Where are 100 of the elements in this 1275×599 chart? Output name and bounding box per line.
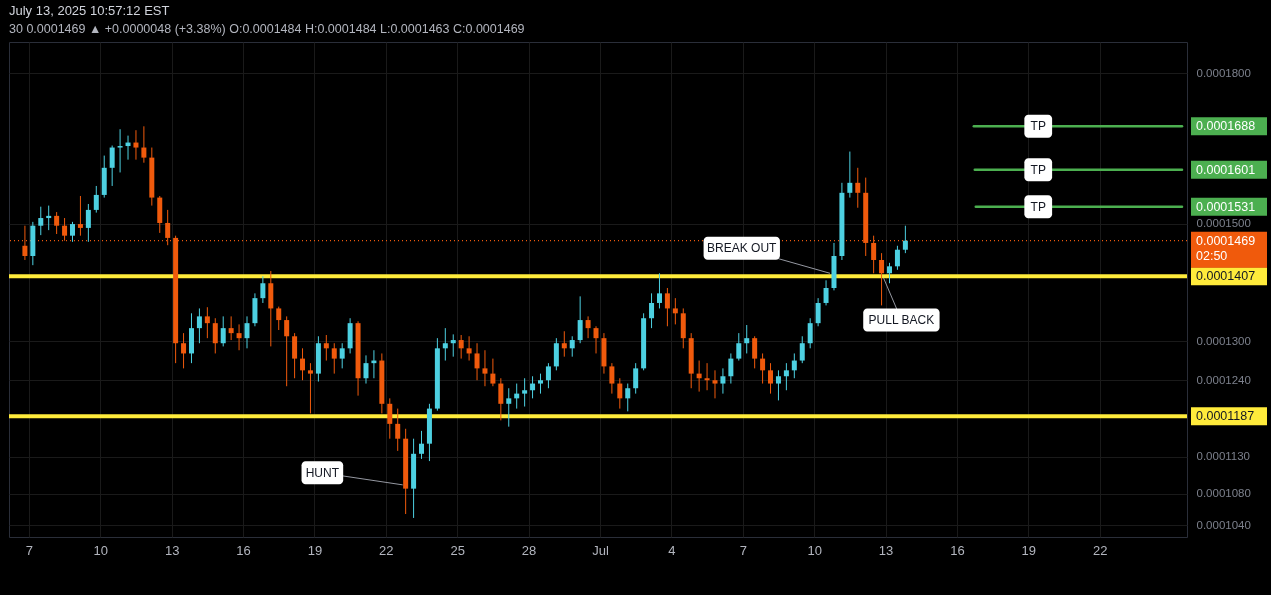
x-tick-label: Jul bbox=[592, 542, 609, 558]
candlestick bbox=[593, 325, 599, 354]
candlestick bbox=[553, 337, 559, 371]
candlestick bbox=[585, 315, 591, 339]
candlestick bbox=[141, 125, 147, 164]
candlestick bbox=[482, 349, 488, 387]
candlestick bbox=[506, 387, 512, 428]
candlestick bbox=[323, 334, 329, 362]
candlestick bbox=[577, 295, 583, 344]
y-tick-label: 0.0001080 bbox=[1196, 487, 1251, 500]
annotation: BREAK OUT bbox=[707, 241, 778, 256]
candlestick bbox=[300, 347, 306, 381]
candlestick bbox=[807, 317, 813, 349]
candlestick bbox=[704, 362, 710, 391]
candlestick bbox=[181, 332, 187, 369]
candlestick bbox=[744, 324, 750, 354]
data-label: 0.0001688 bbox=[1196, 119, 1256, 134]
annotation: PULL BACK bbox=[868, 312, 935, 327]
x-tick-label: 10 bbox=[93, 542, 108, 558]
candlestick bbox=[799, 335, 805, 364]
candlestick bbox=[474, 342, 480, 381]
candlestick bbox=[54, 211, 60, 235]
candlestick bbox=[363, 354, 369, 385]
data-label: 0.0001531 bbox=[1196, 199, 1256, 214]
candlestick bbox=[633, 362, 639, 395]
candlestick bbox=[244, 315, 250, 349]
candlestick bbox=[276, 306, 282, 331]
annotation: TP bbox=[1030, 162, 1046, 177]
candlestick bbox=[419, 430, 425, 460]
y-tick-label: 0.0001300 bbox=[1196, 334, 1251, 347]
x-tick-label: 19 bbox=[1021, 542, 1037, 558]
candlestick bbox=[775, 369, 781, 401]
candlestick bbox=[894, 245, 900, 271]
candlestick bbox=[133, 129, 139, 161]
candlestick bbox=[768, 362, 774, 395]
candlestick bbox=[339, 342, 345, 369]
candlestick bbox=[823, 279, 829, 306]
candlestick bbox=[847, 151, 853, 199]
candlestick bbox=[284, 315, 290, 387]
candlestick bbox=[902, 225, 908, 254]
candlestick bbox=[117, 128, 123, 173]
ref-line-label: 0.0001407 bbox=[1196, 269, 1256, 284]
candlestick bbox=[855, 167, 861, 209]
x-tick-label: 10 bbox=[807, 542, 822, 558]
y-tick-label: 0.0001240 bbox=[1196, 373, 1251, 386]
data-label: 0.0001601 bbox=[1196, 162, 1256, 177]
candlestick bbox=[387, 397, 393, 440]
candlestick bbox=[672, 297, 678, 325]
candlestick bbox=[617, 377, 623, 410]
candlestick bbox=[490, 358, 496, 387]
candlestick bbox=[70, 221, 75, 243]
x-tick-label: 19 bbox=[307, 542, 323, 558]
candlestick bbox=[292, 332, 298, 379]
x-tick-label: 7 bbox=[739, 542, 747, 558]
x-tick-label: 7 bbox=[25, 542, 33, 558]
candlestick bbox=[625, 383, 631, 412]
candlestick bbox=[228, 315, 234, 341]
x-tick-label: 28 bbox=[521, 542, 537, 558]
candlestick bbox=[522, 377, 528, 408]
y-tick-label: 0.0001800 bbox=[1196, 66, 1251, 79]
candlestick bbox=[530, 375, 536, 399]
candlestick bbox=[720, 367, 726, 395]
annotation: TP bbox=[1030, 199, 1046, 214]
candlestick bbox=[196, 307, 202, 344]
x-tick-label: 22 bbox=[1092, 542, 1108, 558]
candlestick bbox=[331, 342, 337, 375]
candlestick bbox=[109, 145, 115, 187]
candlestick bbox=[736, 332, 742, 362]
candlestick bbox=[212, 317, 218, 354]
x-tick-label: 4 bbox=[668, 542, 676, 558]
candlestick bbox=[307, 362, 313, 414]
candlestick bbox=[46, 205, 52, 231]
candlestick bbox=[561, 330, 567, 358]
x-tick-label: 16 bbox=[950, 542, 965, 558]
candlestick bbox=[466, 335, 472, 362]
candlestick bbox=[783, 362, 789, 391]
candlestick bbox=[664, 287, 670, 327]
candlestick bbox=[93, 185, 99, 214]
candlestick bbox=[656, 272, 662, 309]
y-tick-label: 0.0001500 bbox=[1196, 217, 1251, 230]
candlestick bbox=[545, 362, 551, 389]
candlestick bbox=[752, 335, 758, 369]
chart-subtitle: 30 0.0001469 ▲ +0.0000048 (+3.38%) O:0.0001484 H:0.0001484 L:0.0001463 C:0.0001469 bbox=[9, 21, 525, 36]
candlestick bbox=[220, 315, 226, 347]
candlestick bbox=[760, 352, 766, 385]
y-tick-label: 0.0001130 bbox=[1196, 450, 1251, 463]
candlestick bbox=[609, 362, 615, 395]
annotation: TP bbox=[1030, 119, 1046, 134]
candlestick bbox=[38, 206, 44, 236]
candlestick bbox=[442, 327, 448, 362]
x-tick-label: 22 bbox=[379, 542, 394, 558]
x-tick-label: 16 bbox=[236, 542, 251, 558]
candlestick bbox=[537, 373, 543, 395]
candlestick bbox=[77, 195, 83, 237]
candlestick bbox=[498, 377, 504, 421]
candlestick bbox=[85, 203, 91, 243]
candlestick bbox=[260, 275, 266, 304]
ref-line-label: 0.0001187 bbox=[1196, 409, 1255, 424]
chart-title: July 13, 2025 10:57:12 EST bbox=[9, 2, 170, 18]
candlestick bbox=[879, 252, 885, 306]
